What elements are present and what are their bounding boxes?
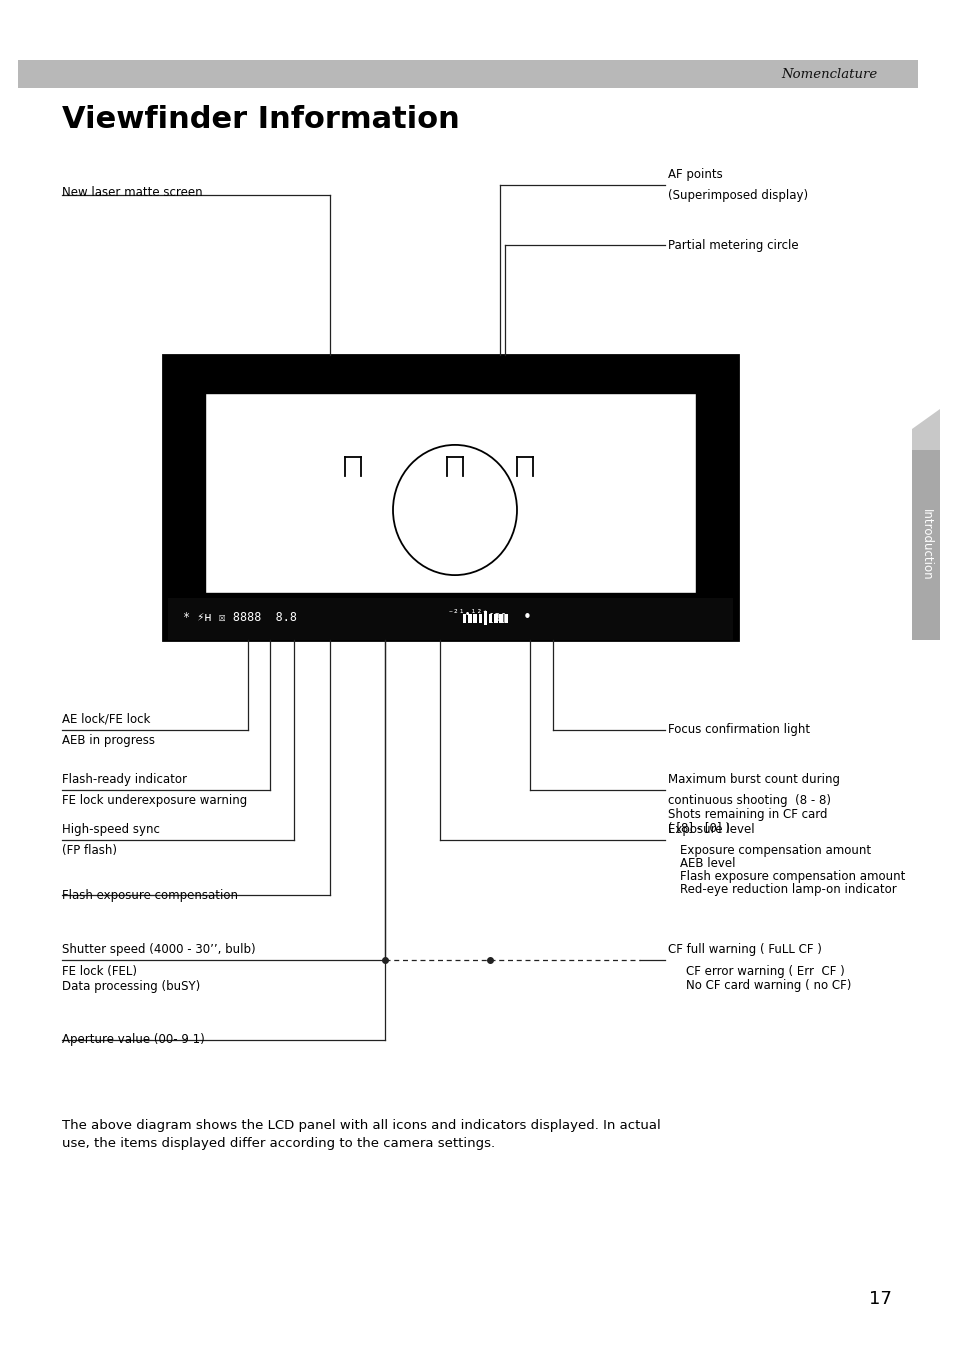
Bar (163, 355, 738, 639)
Bar (494, 614, 497, 622)
Bar (468, 614, 471, 622)
Bar (483, 611, 487, 625)
Bar (473, 614, 476, 622)
Text: Maximum burst count during: Maximum burst count during (667, 773, 840, 786)
Text: use, the items displayed differ according to the camera settings.: use, the items displayed differ accordin… (62, 1137, 495, 1149)
Text: Shutter speed (4000 - 30’’, bulb): Shutter speed (4000 - 30’’, bulb) (62, 943, 255, 956)
Polygon shape (911, 409, 939, 451)
Text: * ⚡ʜ ☒ 8888  8.8: * ⚡ʜ ☒ 8888 8.8 (183, 611, 296, 623)
Bar (205, 393, 696, 594)
Bar (18, 59, 917, 88)
Text: Partial metering circle: Partial metering circle (667, 239, 798, 251)
Bar (489, 614, 492, 622)
Bar (462, 614, 466, 622)
Text: (Superimposed display): (Superimposed display) (667, 189, 807, 202)
Text: The above diagram shows the LCD panel with all icons and indicators displayed. I: The above diagram shows the LCD panel wi… (62, 1120, 660, 1132)
Text: 17: 17 (868, 1290, 891, 1309)
Text: [8]: [8] (488, 612, 508, 622)
Text: (FP flash): (FP flash) (62, 844, 117, 857)
Text: Exposure compensation amount: Exposure compensation amount (679, 844, 870, 857)
Text: FE lock (FEL): FE lock (FEL) (62, 965, 137, 978)
Text: •: • (522, 610, 532, 625)
Text: Flash exposure compensation amount: Flash exposure compensation amount (679, 870, 904, 884)
Bar (504, 614, 508, 622)
Text: AEB level: AEB level (679, 857, 735, 870)
Text: continuous shooting  (8 - 8): continuous shooting (8 - 8) (667, 795, 830, 807)
Text: ( [8] - [0] ): ( [8] - [0] ) (667, 822, 729, 835)
Text: No CF card warning ( no CF): No CF card warning ( no CF) (685, 979, 850, 992)
Text: Flash-ready indicator: Flash-ready indicator (62, 773, 187, 786)
Text: CF full warning ( FuLL CF ): CF full warning ( FuLL CF ) (667, 943, 821, 956)
Text: Nomenclature: Nomenclature (781, 67, 877, 81)
Bar (498, 614, 502, 622)
Bar (478, 614, 481, 622)
Text: Introduction: Introduction (919, 509, 931, 581)
Text: Red-eye reduction lamp-on indicator: Red-eye reduction lamp-on indicator (679, 884, 896, 896)
Text: Viewfinder Information: Viewfinder Information (62, 105, 459, 134)
Text: Shots remaining in CF card: Shots remaining in CF card (667, 808, 826, 822)
Text: ⁻²¹•¹²⁺: ⁻²¹•¹²⁺ (448, 608, 489, 619)
Text: AE lock/FE lock: AE lock/FE lock (62, 714, 151, 726)
FancyBboxPatch shape (911, 451, 939, 639)
Text: FE lock underexposure warning: FE lock underexposure warning (62, 795, 247, 807)
Text: New laser matte screen: New laser matte screen (62, 186, 202, 200)
Text: AF points: AF points (667, 169, 722, 181)
Text: High-speed sync: High-speed sync (62, 823, 160, 836)
Text: Exposure level: Exposure level (667, 823, 754, 836)
Text: Flash exposure compensation: Flash exposure compensation (62, 889, 237, 901)
Text: Focus confirmation light: Focus confirmation light (667, 723, 809, 737)
Text: Aperture value (00- 9 1): Aperture value (00- 9 1) (62, 1033, 205, 1047)
Text: AEB in progress: AEB in progress (62, 734, 154, 747)
Bar (168, 598, 732, 639)
Text: Data processing (buSY): Data processing (buSY) (62, 979, 200, 993)
Text: CF error warning ( Err  CF ): CF error warning ( Err CF ) (685, 965, 843, 978)
